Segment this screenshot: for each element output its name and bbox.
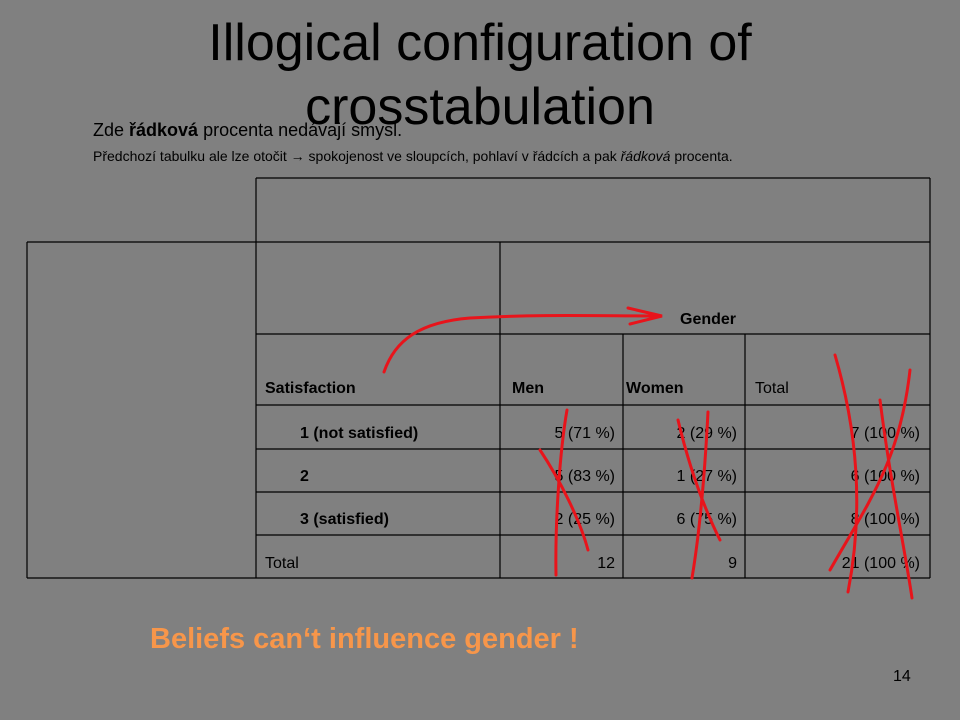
cell-value: 6 (75 %) (677, 511, 737, 528)
cross (878, 398, 914, 600)
cell-value: 5 (83 %) (555, 468, 615, 485)
arrow (382, 314, 662, 374)
table-cells: Satisfaction Men Women Total 1 (not satisfie… (265, 380, 920, 572)
group-header: Gender (680, 311, 736, 328)
cross (554, 408, 569, 577)
cell-value: 6 (100 %) (851, 468, 920, 485)
arrow-head (626, 306, 663, 326)
title-line: Illogical configuration of (208, 14, 752, 72)
cross (828, 368, 912, 572)
footer: Beliefs can‘t influence gender ! (150, 623, 579, 655)
page-number: 14 (893, 668, 911, 685)
column-header: Men (512, 380, 544, 397)
cell-value: 8 (100 %) (851, 511, 920, 528)
note-text: Předchozí tabulku ale lze otočit → spoko… (93, 148, 621, 164)
cell-value: 1 (27 %) (677, 468, 737, 485)
note-text: řádková (129, 120, 199, 140)
cell-value: 2 (25 %) (555, 511, 615, 528)
cross (538, 448, 590, 552)
cell-value: 12 (597, 555, 615, 572)
row-label-total: Total (265, 555, 299, 572)
note: Předchozí tabulku ale lze otočit → spoko… (93, 148, 733, 164)
title-line: crosstabulation (305, 78, 655, 136)
row-label: 1 (not satisfied) (300, 425, 418, 442)
column-header: Women (626, 380, 683, 397)
cell-value: 9 (728, 555, 737, 572)
cross (676, 418, 722, 542)
row-label: 2 (300, 468, 309, 485)
note-text: řádková (621, 148, 671, 164)
table-lines (26, 177, 931, 579)
row-label: 3 (satisfied) (300, 511, 389, 528)
note-text: Zde (93, 120, 129, 140)
note: Zde řádková procenta nedávají smysl. (93, 120, 402, 140)
column-header: Satisfaction (265, 380, 356, 397)
cross (833, 353, 859, 594)
cell-value: 5 (71 %) (555, 425, 615, 442)
column-header: Total (755, 380, 789, 397)
annotations (382, 306, 914, 600)
note-text: procenta nedávají smysl. (198, 120, 402, 140)
cell-value: 21 (100 %) (842, 555, 920, 572)
note-text: procenta. (670, 148, 732, 164)
